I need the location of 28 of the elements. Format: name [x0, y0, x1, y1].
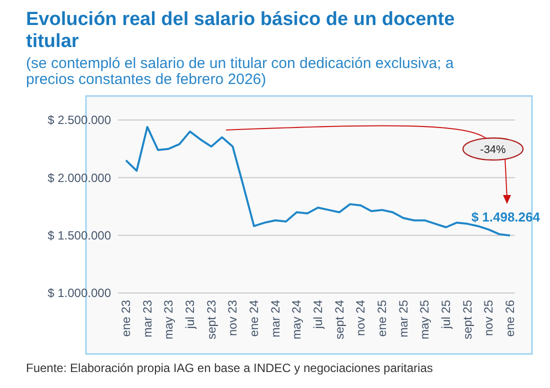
x-tick-label: jul 23 — [183, 300, 197, 330]
x-tick-label: ene 25 — [375, 300, 389, 337]
annotation: $ 1.498.264 — [471, 210, 541, 225]
y-tick-label: $ 1.500.000 — [48, 228, 112, 243]
annotation: -34% — [480, 144, 506, 156]
y-tick-label: $ 1.000.000 — [48, 286, 112, 300]
x-tick-label: ene 26 — [503, 300, 517, 337]
source-note: Fuente: Elaboración propia IAG en base a INDEC y negociaciones paritarias — [26, 361, 433, 375]
x-tick-label: may 25 — [418, 300, 432, 340]
chart-subtitle: (se contempló el salario de un titular con dedicación exclusiva; a precios constantes de febrero 2026) — [26, 55, 454, 88]
x-tick-label: may 23 — [162, 300, 176, 340]
x-tick-label: jul 24 — [311, 300, 325, 330]
y-tick-label: $ 2.000.000 — [48, 170, 112, 185]
x-tick-label: ene 23 — [119, 300, 133, 337]
x-tick-label: nov 23 — [226, 300, 240, 336]
x-tick-label: mar 25 — [396, 300, 410, 338]
y-tick-label: $ 2.500.000 — [48, 113, 112, 128]
x-tick-label: nov 24 — [354, 300, 368, 336]
x-tick-label: nov 25 — [482, 300, 496, 336]
x-tick-label: sept 25 — [460, 300, 474, 340]
x-tick-label: sept 23 — [204, 300, 218, 340]
x-tick-label: mar 24 — [268, 300, 282, 338]
chart-title: Evolución real del salario básico de un docente titular — [26, 9, 455, 52]
x-tick-label: sept 24 — [332, 300, 346, 340]
x-tick-label: jul 25 — [439, 300, 453, 330]
x-tick-label: may 24 — [290, 300, 304, 340]
x-tick-label: ene 24 — [247, 300, 261, 337]
x-tick-label: mar 23 — [140, 300, 154, 338]
